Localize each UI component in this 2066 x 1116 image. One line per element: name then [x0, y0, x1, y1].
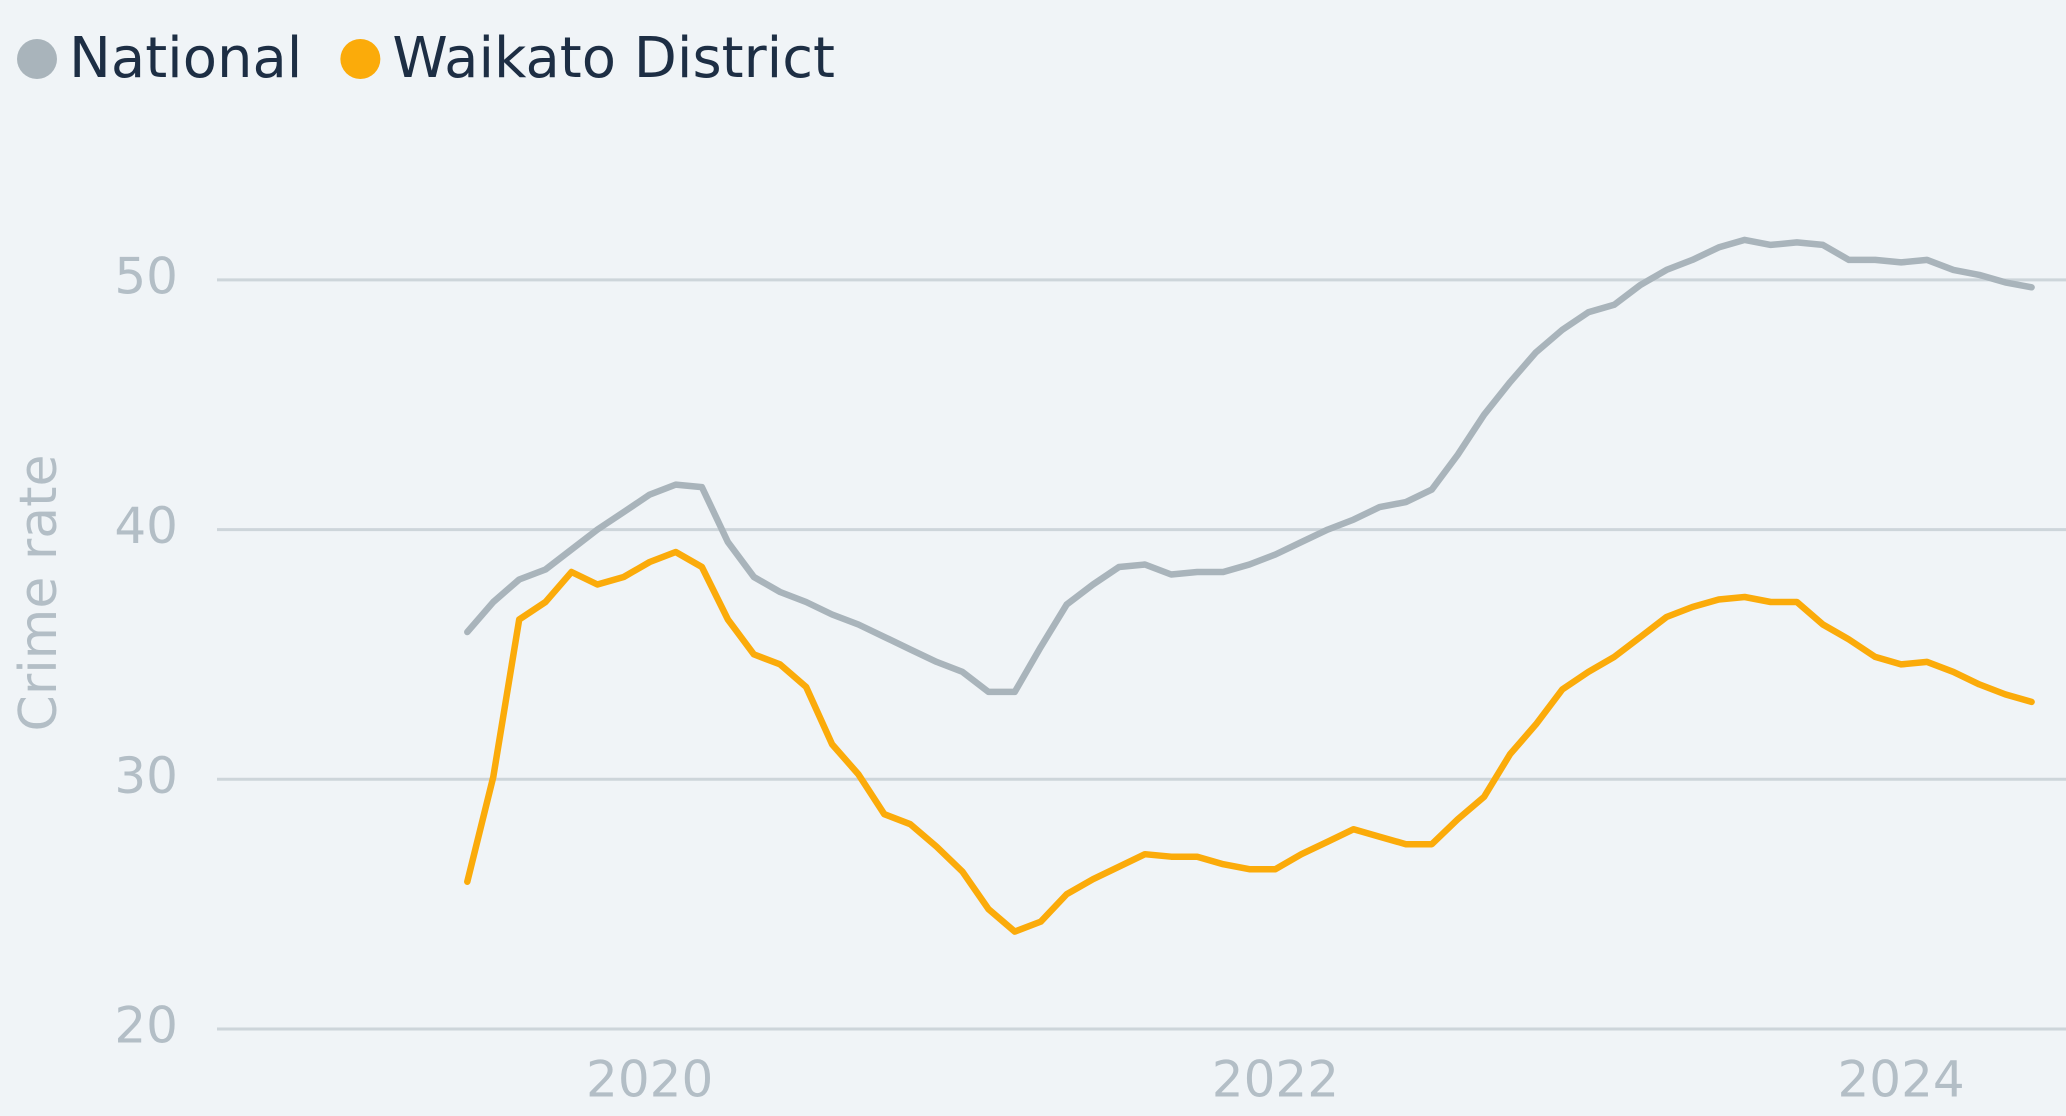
legend-item[interactable]: Waikato District — [340, 26, 835, 91]
legend-swatch — [17, 39, 57, 79]
y-tick-label: 30 — [114, 747, 178, 805]
x-tick-label: 2024 — [1837, 1051, 1964, 1109]
series-line — [464, 236, 2035, 696]
series-line — [464, 548, 2035, 935]
x-tick-label: 2022 — [1212, 1051, 1339, 1109]
y-axis-title: Crime rate — [9, 455, 69, 732]
y-tick-label: 50 — [114, 247, 178, 305]
y-tick-label: 20 — [114, 997, 178, 1055]
y-tick-label: 40 — [114, 497, 178, 555]
legend-label: Waikato District — [392, 26, 835, 91]
x-tick-label: 2020 — [586, 1051, 713, 1109]
legend-label: National — [69, 26, 302, 91]
legend-item[interactable]: National — [17, 26, 302, 91]
legend-swatch — [340, 39, 381, 79]
